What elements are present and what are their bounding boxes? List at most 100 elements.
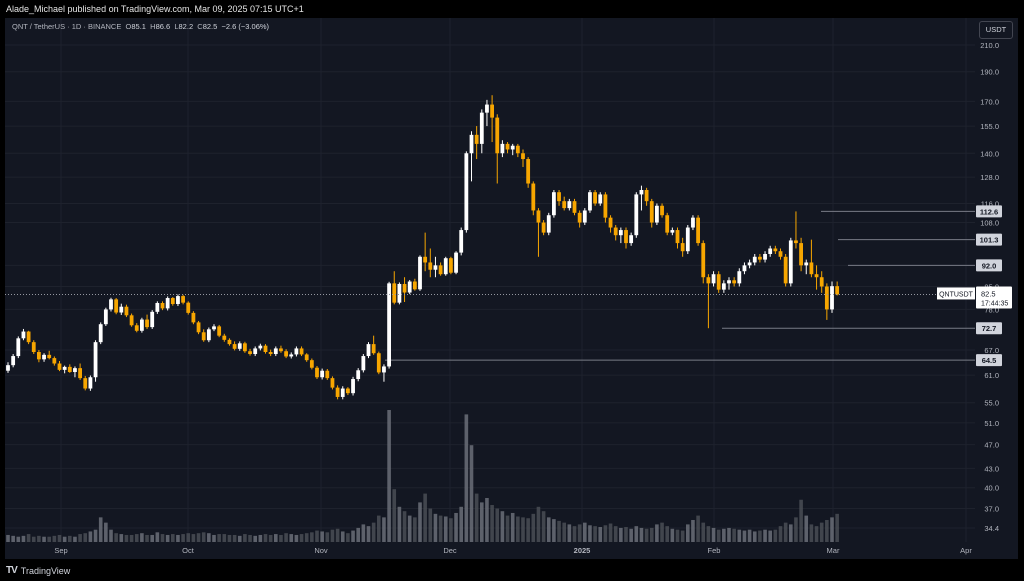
price-tick-label: 170.0 xyxy=(980,97,999,106)
candle-body xyxy=(665,215,670,233)
currency-button[interactable]: USDT xyxy=(979,21,1013,39)
candle-body xyxy=(140,319,144,331)
candle-body xyxy=(469,134,474,154)
volume-bar xyxy=(675,529,680,542)
candle-body xyxy=(500,143,505,154)
volume-bar xyxy=(387,410,391,542)
candle-body xyxy=(490,104,494,118)
candle-body xyxy=(88,377,93,389)
volume-bar xyxy=(567,524,572,542)
volume-bar xyxy=(6,534,10,542)
volume-bar xyxy=(531,513,536,542)
candle-body xyxy=(387,283,391,367)
price-tick-label: 61.0 xyxy=(984,371,999,380)
volume-bar xyxy=(186,533,191,542)
price-tick-label: 40.0 xyxy=(984,484,999,493)
volume-bar xyxy=(474,493,479,542)
candle-body xyxy=(315,367,319,378)
publish-header: Alade_Michael published on TradingView.c… xyxy=(0,0,1024,18)
volume-bar xyxy=(783,522,788,542)
volume-bar xyxy=(73,536,77,542)
price-tick-label: 210.0 xyxy=(980,41,999,50)
candle-body xyxy=(443,258,448,275)
candle-body xyxy=(309,360,314,368)
price-level-tag xyxy=(976,259,1002,272)
volume-bar xyxy=(485,498,489,542)
candle-body xyxy=(737,271,742,284)
candle-body xyxy=(78,368,82,379)
candle-body xyxy=(763,253,767,260)
candle-body xyxy=(721,283,726,290)
candle-body xyxy=(572,201,577,213)
volume-bar xyxy=(814,526,819,542)
volume-bar xyxy=(706,526,711,542)
candle-body xyxy=(371,344,376,354)
volume-bar xyxy=(799,499,803,542)
volume-bar xyxy=(191,534,196,542)
candle-body xyxy=(804,262,809,266)
candle-body xyxy=(634,194,639,236)
candle-body xyxy=(819,277,824,287)
volume-bar xyxy=(634,526,639,542)
volume-bar xyxy=(351,530,355,542)
candle-body xyxy=(196,322,201,333)
volume-bar xyxy=(165,534,170,542)
candle-body xyxy=(418,256,422,290)
price-level-tag xyxy=(976,233,1002,246)
volume-bar xyxy=(274,534,278,542)
candle-body xyxy=(294,348,299,355)
candle-body xyxy=(830,286,834,310)
candle-body xyxy=(598,194,603,204)
candle-body xyxy=(356,370,361,380)
volume-bar xyxy=(42,536,46,542)
volume-bar xyxy=(423,493,427,542)
candle-body xyxy=(335,387,340,397)
volume-bar xyxy=(356,527,360,542)
candle-body xyxy=(42,354,46,360)
volume-bar xyxy=(155,532,160,542)
candle-body xyxy=(351,379,355,394)
time-tick-label: Feb xyxy=(708,546,721,555)
volume-bar xyxy=(835,513,839,542)
volume-bar xyxy=(160,534,165,542)
time-tick-label: Mar xyxy=(827,546,840,555)
legend-change: −2.6 (−3.06%) xyxy=(221,22,270,31)
candle-body xyxy=(340,388,345,397)
candle-body xyxy=(649,201,654,223)
volume-bar xyxy=(691,520,695,542)
volume-bar xyxy=(619,527,623,542)
volume-bar xyxy=(809,524,814,542)
volume-bar xyxy=(181,534,185,542)
volume-bar xyxy=(449,518,453,542)
candle-body xyxy=(541,222,546,233)
candle-body xyxy=(67,366,72,373)
candle-body xyxy=(639,189,644,195)
volume-bar xyxy=(171,534,175,542)
legend-low-label: L xyxy=(174,22,179,31)
volume-bar xyxy=(407,515,412,542)
volume-bar xyxy=(572,526,577,542)
candle-body xyxy=(562,201,567,209)
tradingview-brand[interactable]: TV TradingView xyxy=(6,565,70,576)
volume-bar xyxy=(670,528,675,542)
volume-bar xyxy=(243,534,247,542)
volume-bar xyxy=(562,522,566,542)
volume-bar xyxy=(516,516,520,542)
volume-bar xyxy=(57,534,62,542)
candle-body xyxy=(428,262,433,270)
candle-body xyxy=(459,230,464,253)
candle-body xyxy=(485,104,489,113)
volume-bar xyxy=(304,533,309,542)
price-tick-label: 37.0 xyxy=(984,505,999,514)
symbol-tag xyxy=(937,287,975,300)
candle-body xyxy=(346,388,350,394)
time-tick-label: Nov xyxy=(314,546,328,555)
volume-bar xyxy=(279,534,283,542)
candle-body xyxy=(150,311,155,328)
volume-bar xyxy=(552,519,556,542)
price-tick-label: 51.0 xyxy=(984,419,999,428)
volume-bar xyxy=(16,536,21,542)
volume-bar xyxy=(26,534,31,542)
volume-bar xyxy=(613,526,618,542)
